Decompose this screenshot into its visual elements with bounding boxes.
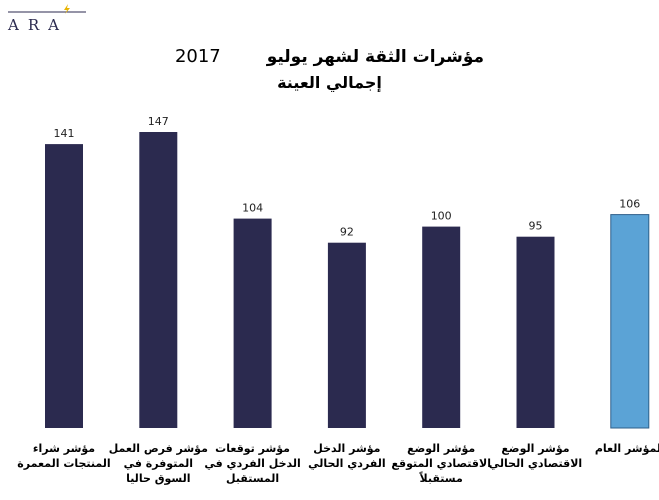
category-label-7: المؤشر العام (594, 442, 659, 455)
chart-title-text: مؤشرات الثقة لشهر يوليو (266, 47, 485, 67)
bar-1 (45, 144, 83, 428)
data-label-1: 141 (54, 127, 75, 140)
chart-subtitle: إجمالي العينة (277, 73, 382, 92)
category-label-5: مؤشر الوضع الاقتصادي المتوقع مستقبلاً (391, 442, 491, 485)
data-label-2: 147 (148, 115, 169, 128)
data-label-5: 100 (431, 210, 452, 223)
logo-text: ARA (8, 16, 68, 34)
category-label-2: مؤشر فرص العمل المتوفرة في السوق حاليا (108, 442, 208, 485)
bar-5 (422, 226, 461, 428)
data-label-6: 95 (529, 220, 543, 233)
bar-7 (610, 214, 650, 429)
chart-title-year: 2017 (174, 46, 221, 67)
bar-2 (139, 132, 178, 428)
ara-logo: ARA (8, 4, 88, 36)
category-label-1: مؤشر شراء المنتجات المعمرة (17, 442, 111, 470)
category-label-4: مؤشر الدخل الفردي الحالي (308, 442, 386, 470)
bar-6 (516, 236, 555, 428)
data-label-3: 104 (242, 202, 263, 215)
category-label-6: مؤشر الوضع الاقتصادي الحالي (488, 442, 583, 470)
logo-lightning-icon (8, 4, 86, 14)
category-label-3: مؤشر توقعات الدخل الفردي في المستقبل (204, 442, 301, 485)
data-label-4: 92 (340, 226, 354, 239)
chart-title: مؤشرات الثقة لشهر يوليو 2017 (0, 46, 659, 67)
bar-3 (233, 218, 272, 428)
bar-4 (327, 242, 366, 428)
data-label-7: 106 (619, 198, 640, 211)
